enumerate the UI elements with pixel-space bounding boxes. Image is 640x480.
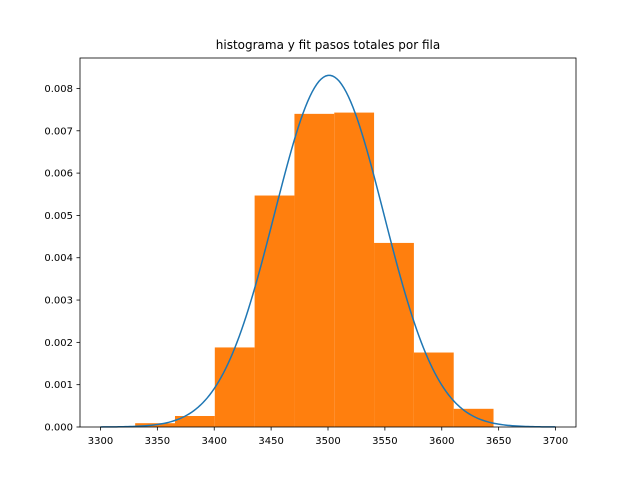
x-tick-label: 3450 (258, 436, 283, 447)
normal-fit-line (100, 74, 556, 428)
y-tick-label: 0.003 (44, 296, 73, 307)
y-tick-label: 0.006 (44, 169, 73, 180)
histogram-bars (135, 112, 494, 428)
x-tick-label: 3350 (145, 436, 170, 447)
x-tick-label: 3650 (486, 436, 511, 447)
x-axis: 3300 3350 3400 3450 3500 3550 3600 3650 3700 (88, 427, 568, 447)
y-tick-label: 0.001 (44, 380, 73, 391)
chart-title: histograma y fit pasos totales por fila (216, 38, 440, 52)
y-tick-label: 0.000 (44, 423, 73, 434)
x-tick-label: 3300 (88, 436, 113, 447)
histogram-bar (214, 347, 255, 427)
histogram-bar (453, 408, 494, 427)
x-tick-label: 3600 (429, 436, 454, 447)
histogram-bar (174, 415, 215, 427)
y-tick-label: 0.007 (44, 126, 73, 137)
x-tick-label: 3700 (543, 436, 568, 447)
y-tick-label: 0.004 (44, 253, 73, 264)
y-tick-label: 0.002 (44, 338, 73, 349)
x-tick-label: 3500 (315, 436, 340, 447)
histogram-bar (254, 195, 295, 427)
histogram-bar (334, 112, 375, 427)
x-tick-label: 3400 (202, 436, 227, 447)
histogram-bar (294, 113, 335, 428)
x-tick-label: 3550 (372, 436, 397, 447)
y-tick-label: 0.005 (44, 211, 73, 222)
y-tick-label: 0.008 (44, 84, 73, 95)
y-axis: 0.000 0.001 0.002 0.003 0.004 0.005 0.006 0.007… (44, 84, 80, 434)
histogram-bar (413, 352, 454, 427)
histogram-bar (374, 242, 414, 427)
